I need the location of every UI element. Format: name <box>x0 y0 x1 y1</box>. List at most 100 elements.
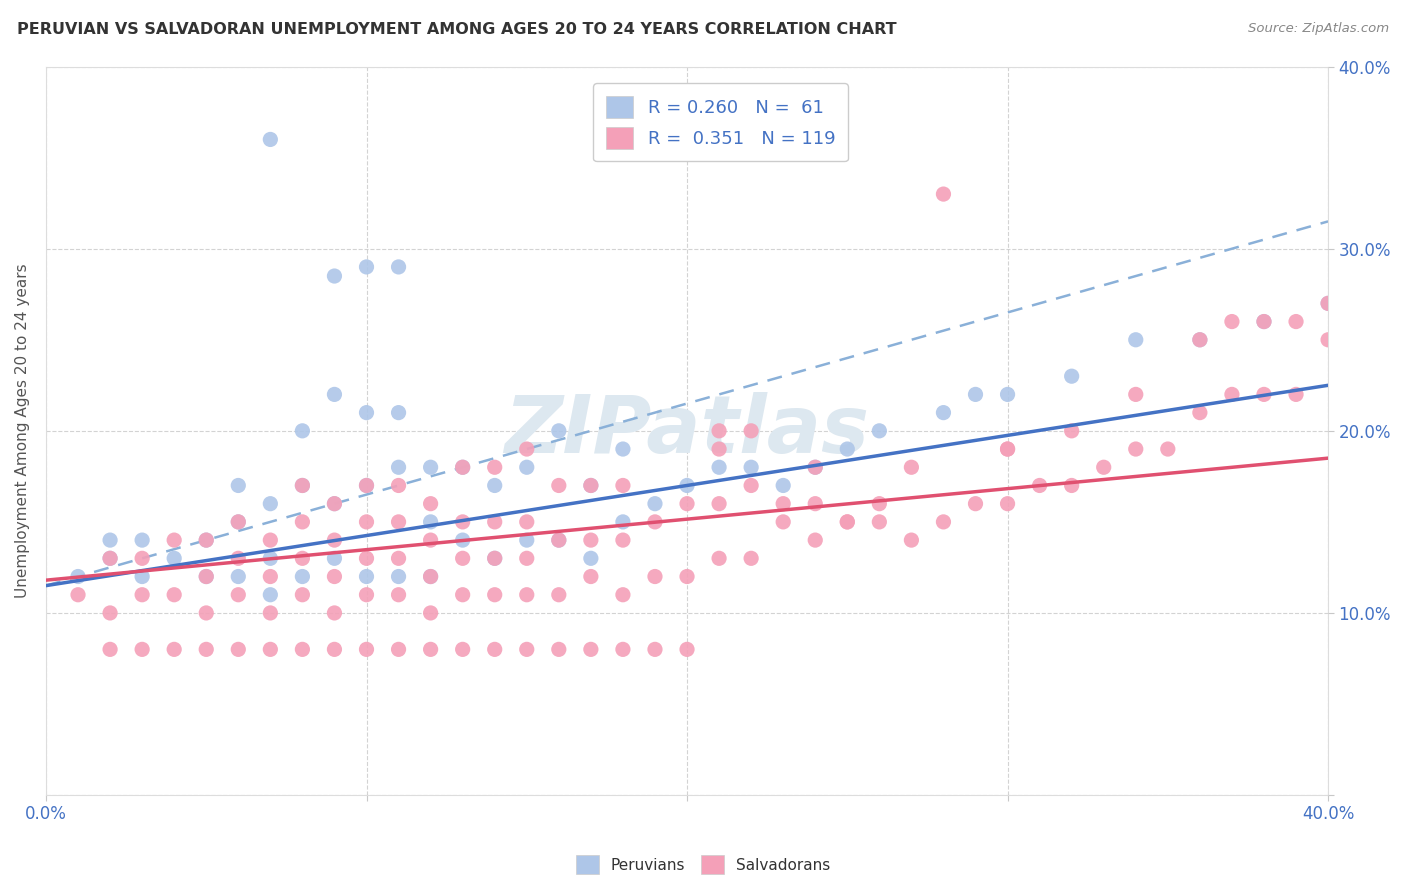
Point <box>356 588 378 602</box>
Point <box>98 606 121 620</box>
Point <box>547 424 569 438</box>
Point <box>419 569 441 583</box>
Point <box>451 460 474 475</box>
Point <box>516 442 538 456</box>
Point <box>131 588 153 602</box>
Point <box>387 460 409 475</box>
Point <box>484 551 506 566</box>
Point <box>612 642 634 657</box>
Point <box>195 642 218 657</box>
Point <box>676 569 699 583</box>
Point <box>1253 314 1275 328</box>
Point <box>644 515 666 529</box>
Point <box>323 551 346 566</box>
Point <box>1317 296 1340 310</box>
Point <box>291 642 314 657</box>
Legend: Peruvians, Salvadorans: Peruvians, Salvadorans <box>569 849 837 880</box>
Point <box>163 533 186 547</box>
Point <box>804 460 827 475</box>
Point <box>131 642 153 657</box>
Point <box>965 387 987 401</box>
Point <box>1125 333 1147 347</box>
Point <box>226 515 249 529</box>
Point <box>1125 387 1147 401</box>
Point <box>323 642 346 657</box>
Point <box>516 460 538 475</box>
Point <box>484 478 506 492</box>
Point <box>707 442 730 456</box>
Point <box>997 442 1019 456</box>
Point <box>676 478 699 492</box>
Point <box>1220 387 1243 401</box>
Point <box>612 515 634 529</box>
Point <box>1125 442 1147 456</box>
Point <box>323 606 346 620</box>
Point <box>868 515 890 529</box>
Point <box>1188 333 1211 347</box>
Point <box>516 551 538 566</box>
Point <box>837 515 859 529</box>
Point <box>291 515 314 529</box>
Point <box>356 260 378 274</box>
Point <box>387 642 409 657</box>
Point <box>516 515 538 529</box>
Point <box>66 588 89 602</box>
Point <box>419 606 441 620</box>
Point <box>323 268 346 283</box>
Point <box>356 406 378 420</box>
Text: PERUVIAN VS SALVADORAN UNEMPLOYMENT AMONG AGES 20 TO 24 YEARS CORRELATION CHART: PERUVIAN VS SALVADORAN UNEMPLOYMENT AMON… <box>17 22 897 37</box>
Point <box>419 497 441 511</box>
Point <box>226 642 249 657</box>
Point <box>1253 387 1275 401</box>
Point <box>163 551 186 566</box>
Point <box>707 460 730 475</box>
Point <box>932 187 955 202</box>
Point <box>291 551 314 566</box>
Point <box>1028 478 1050 492</box>
Point <box>356 478 378 492</box>
Point <box>163 642 186 657</box>
Point <box>387 588 409 602</box>
Point <box>66 569 89 583</box>
Point <box>1220 314 1243 328</box>
Point <box>1092 460 1115 475</box>
Point <box>356 478 378 492</box>
Point <box>804 533 827 547</box>
Point <box>547 533 569 547</box>
Point <box>259 588 281 602</box>
Point <box>451 642 474 657</box>
Point <box>804 497 827 511</box>
Point <box>259 132 281 146</box>
Point <box>484 551 506 566</box>
Point <box>1060 478 1083 492</box>
Point <box>323 569 346 583</box>
Point <box>516 533 538 547</box>
Point <box>226 478 249 492</box>
Point <box>451 533 474 547</box>
Point <box>323 497 346 511</box>
Point <box>1060 424 1083 438</box>
Point <box>932 406 955 420</box>
Point <box>579 478 602 492</box>
Point <box>740 478 762 492</box>
Point <box>419 460 441 475</box>
Point <box>547 533 569 547</box>
Text: ZIPatlas: ZIPatlas <box>505 392 869 470</box>
Point <box>837 442 859 456</box>
Point <box>226 551 249 566</box>
Point <box>356 569 378 583</box>
Point <box>451 551 474 566</box>
Point <box>516 642 538 657</box>
Point <box>451 515 474 529</box>
Point <box>98 642 121 657</box>
Point <box>484 515 506 529</box>
Point <box>356 515 378 529</box>
Point <box>291 569 314 583</box>
Point <box>1060 369 1083 384</box>
Point <box>1188 406 1211 420</box>
Point <box>772 515 794 529</box>
Point <box>772 478 794 492</box>
Point <box>1285 387 1308 401</box>
Point <box>356 642 378 657</box>
Point <box>740 551 762 566</box>
